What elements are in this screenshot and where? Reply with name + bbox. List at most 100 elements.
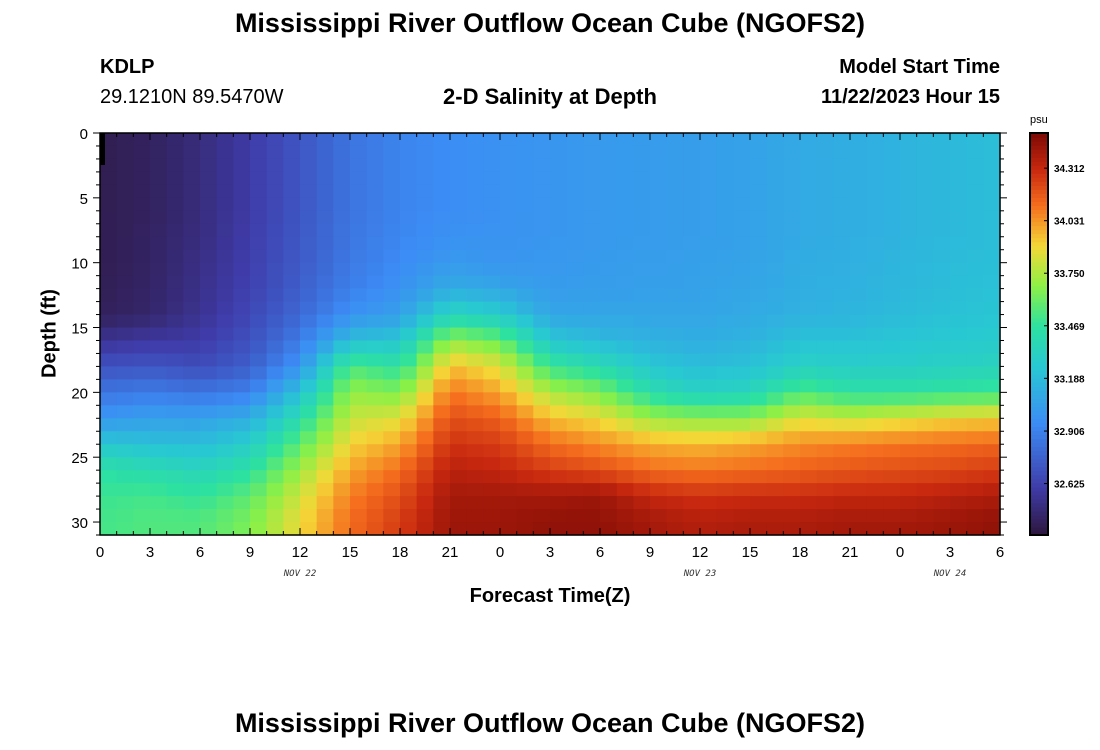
heatmap-cell: [383, 133, 401, 147]
heatmap-cell: [416, 171, 434, 186]
heatmap-cell: [500, 496, 518, 510]
heatmap-cell: [183, 223, 201, 238]
heatmap-cell: [950, 314, 968, 329]
colorbar-tick-label: 32.906: [1054, 427, 1085, 438]
heatmap-cell: [566, 184, 584, 199]
heatmap-cell: [516, 197, 534, 212]
colorbar-segment: [1030, 293, 1048, 299]
heatmap-cell: [633, 444, 651, 458]
heatmap-cell: [383, 418, 401, 432]
heatmap-cell: [950, 145, 968, 160]
heatmap-cell: [616, 457, 634, 471]
heatmap-cell: [766, 288, 784, 303]
heatmap-cell: [316, 509, 334, 523]
heatmap-cell: [933, 405, 951, 419]
colorbar-segment: [1030, 193, 1048, 198]
heatmap-cell: [450, 171, 468, 186]
heatmap-cell: [933, 158, 951, 173]
heatmap-cell: [816, 249, 834, 264]
heatmap-cell: [950, 262, 968, 277]
colorbar-segment: [1030, 245, 1048, 251]
heatmap-cell: [566, 223, 584, 238]
heatmap-cell: [233, 431, 251, 445]
heatmap-cell: [216, 418, 234, 432]
heatmap-cell: [466, 392, 484, 406]
heatmap-cell: [583, 133, 601, 147]
heatmap-cell: [550, 366, 568, 380]
heatmap-cell: [383, 197, 401, 212]
heatmap-cell: [200, 314, 218, 329]
heatmap-cell: [216, 353, 234, 368]
heatmap-cell: [483, 353, 501, 368]
heatmap-cell: [366, 340, 384, 355]
heatmap-cell: [700, 210, 718, 225]
heatmap-cell: [100, 470, 118, 484]
heatmap-cell: [200, 301, 218, 316]
heatmap-cell: [516, 392, 534, 406]
heatmap-cell: [600, 314, 618, 329]
colorbar-segment: [1030, 338, 1048, 343]
heatmap-cell: [966, 197, 984, 212]
heatmap-cell: [350, 522, 368, 536]
heatmap-cell: [666, 288, 684, 303]
heatmap-cell: [550, 418, 568, 432]
heatmap-cell: [383, 366, 401, 380]
heatmap-cell: [683, 288, 701, 303]
heatmap-cell: [583, 262, 601, 277]
heatmap-cell: [633, 379, 651, 393]
heatmap-cell: [800, 145, 818, 160]
station-id: KDLP: [100, 56, 155, 78]
heatmap-cell: [966, 431, 984, 445]
heatmap-cell: [983, 197, 1001, 212]
heatmap-cell: [300, 314, 318, 329]
heatmap-cell: [116, 184, 134, 199]
heatmap-cell: [916, 483, 934, 497]
heatmap-cell: [666, 133, 684, 147]
heatmap-cell: [550, 405, 568, 419]
heatmap-cell: [916, 210, 934, 225]
heatmap-cell: [183, 145, 201, 160]
heatmap-cell: [216, 236, 234, 251]
heatmap-cell: [283, 210, 301, 225]
heatmap-cell: [516, 210, 534, 225]
heatmap-cell: [150, 340, 168, 355]
heatmap-cell: [183, 366, 201, 380]
heatmap-cell: [600, 470, 618, 484]
heatmap-cell: [283, 353, 301, 368]
heatmap-cell: [416, 431, 434, 445]
heatmap-cell: [616, 210, 634, 225]
heatmap-cell: [816, 522, 834, 536]
heatmap-cell: [116, 392, 134, 406]
heatmap-cell: [700, 184, 718, 199]
heatmap-cell: [233, 392, 251, 406]
heatmap-cell: [150, 236, 168, 251]
heatmap-cell: [466, 184, 484, 199]
heatmap-cell: [233, 340, 251, 355]
heatmap-cell: [750, 262, 768, 277]
heatmap-cell: [600, 158, 618, 173]
heatmap-cell: [983, 133, 1001, 147]
heatmap-cell: [166, 483, 184, 497]
heatmap-cell: [650, 301, 668, 316]
colorbar-segment: [1030, 378, 1048, 383]
heatmap-cell: [116, 353, 134, 368]
heatmap-cell: [183, 392, 201, 406]
heatmap-cell: [916, 340, 934, 355]
heatmap-cell: [433, 496, 451, 510]
heatmap-cell: [866, 340, 884, 355]
heatmap-cell: [633, 340, 651, 355]
heatmap-cell: [833, 444, 851, 458]
heatmap-cell: [966, 236, 984, 251]
x-tick-label: 3: [146, 544, 154, 561]
colorbar-segment: [1030, 305, 1048, 311]
heatmap-cell: [316, 197, 334, 212]
heatmap-cell: [166, 145, 184, 160]
heatmap-cell: [133, 171, 151, 186]
heatmap-cell: [650, 171, 668, 186]
heatmap-cell: [983, 262, 1001, 277]
colorbar-segment: [1030, 506, 1048, 512]
heatmap-cell: [116, 431, 134, 445]
heatmap-cell: [250, 522, 268, 536]
heatmap-cell: [733, 133, 751, 147]
heatmap-cell: [450, 340, 468, 355]
